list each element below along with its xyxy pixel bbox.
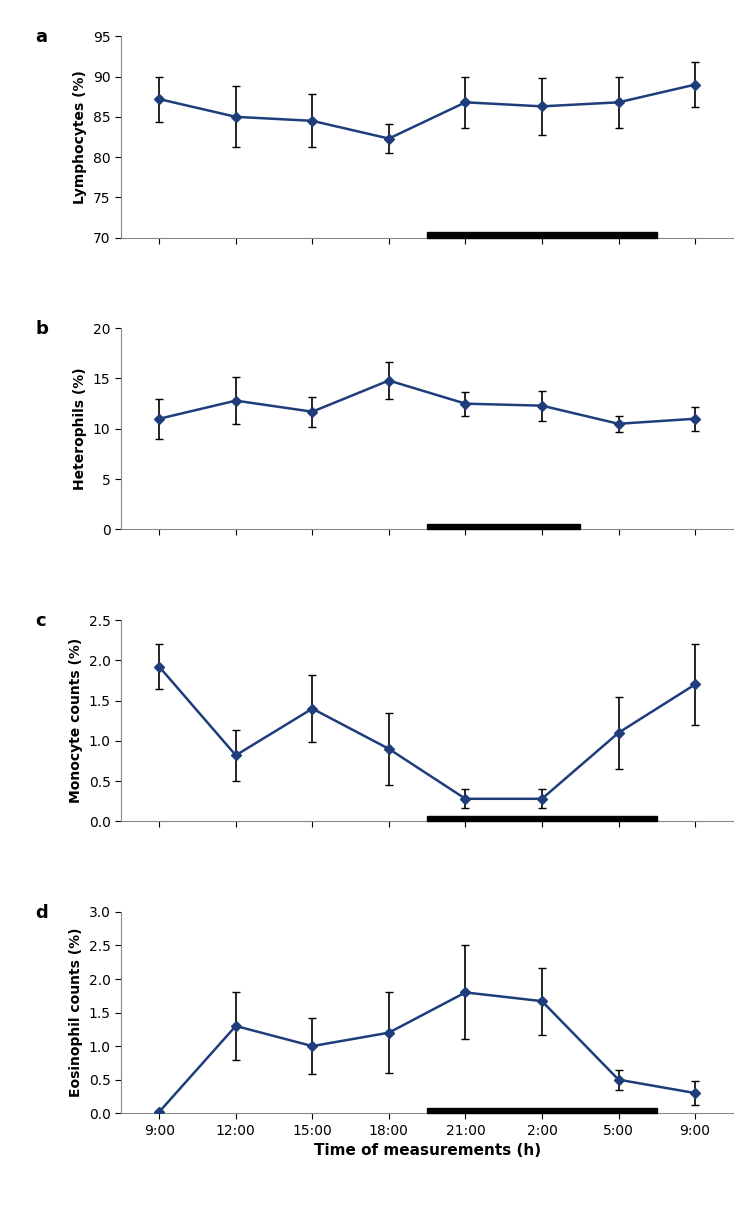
Bar xyxy=(427,232,657,237)
Y-axis label: Heterophils (%): Heterophils (%) xyxy=(73,368,88,490)
X-axis label: Time of measurements (h): Time of measurements (h) xyxy=(314,1143,541,1158)
Bar xyxy=(427,1107,657,1113)
Y-axis label: Lymphocytes (%): Lymphocytes (%) xyxy=(73,70,88,203)
Text: c: c xyxy=(36,612,46,630)
Y-axis label: Monocyte counts (%): Monocyte counts (%) xyxy=(69,638,83,803)
Y-axis label: Eosinophil counts (%): Eosinophil counts (%) xyxy=(69,928,83,1097)
Text: a: a xyxy=(36,28,47,46)
Text: b: b xyxy=(36,321,48,338)
Bar xyxy=(427,524,581,530)
Bar xyxy=(427,816,657,822)
Text: d: d xyxy=(36,904,48,922)
